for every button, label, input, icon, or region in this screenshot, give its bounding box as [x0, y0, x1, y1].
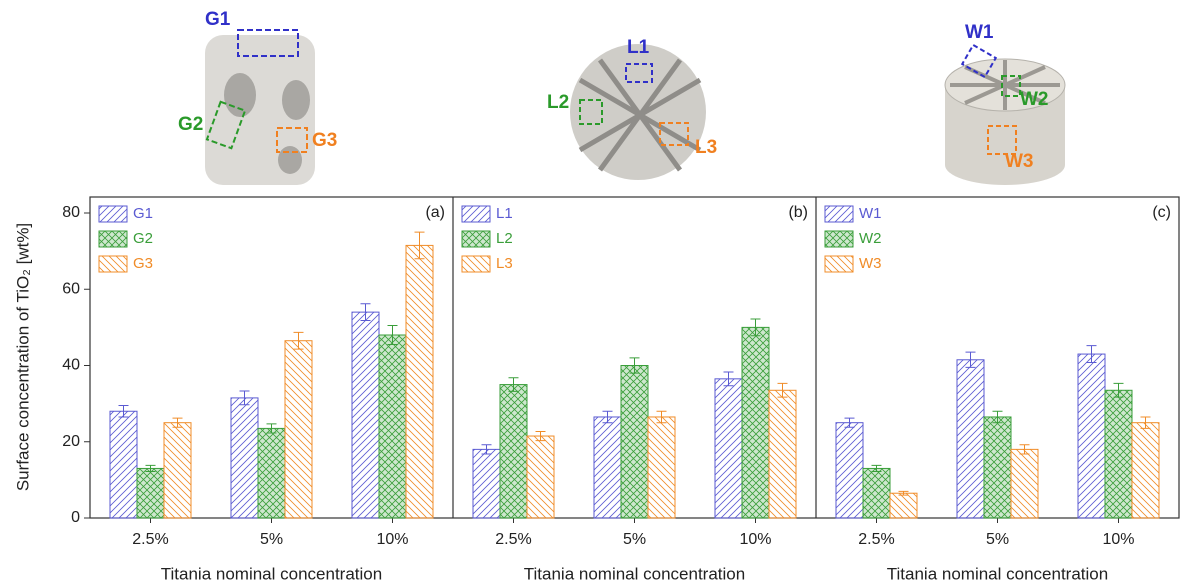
- legend-swatch: [462, 206, 490, 222]
- bar: [715, 379, 742, 518]
- legend-swatch: [99, 256, 127, 272]
- legend-label: L1: [496, 205, 513, 222]
- y-tick-label: 40: [62, 357, 80, 374]
- x-tick-label: 2.5%: [858, 531, 894, 548]
- bar: [500, 385, 527, 518]
- bar: [648, 417, 675, 518]
- bar: [1105, 390, 1132, 518]
- bar: [258, 428, 285, 518]
- x-axis-label: Titania nominal concentration: [524, 564, 745, 583]
- bar: [1011, 449, 1038, 518]
- legend-label: G3: [133, 255, 153, 272]
- legend-label: W3: [859, 255, 882, 272]
- image-label: G1: [205, 9, 231, 30]
- image-label: L2: [547, 92, 569, 113]
- image-label: G2: [178, 114, 203, 135]
- bar: [769, 390, 796, 518]
- y-tick-label: 0: [71, 509, 80, 526]
- figure: G1 G2 G3 L1 L2 L3 W1 W2 W3 Surface conce…: [0, 0, 1180, 585]
- image-label: W3: [1005, 151, 1034, 172]
- bar: [285, 341, 312, 518]
- hole: [282, 80, 310, 120]
- bar: [742, 327, 769, 518]
- legend-label: G2: [133, 230, 153, 247]
- y-axis-label: Surface concentration of TiO₂ [wt%]: [13, 223, 32, 491]
- image-label: W2: [1020, 89, 1049, 110]
- legend-swatch: [99, 231, 127, 247]
- legend-label: W2: [859, 230, 882, 247]
- image-label: G3: [312, 130, 337, 151]
- legend-swatch: [825, 206, 853, 222]
- y-tick-label: 20: [62, 433, 80, 450]
- legend-swatch: [825, 256, 853, 272]
- x-tick-label: 10%: [739, 531, 771, 548]
- bar: [836, 423, 863, 518]
- image-label: W1: [965, 22, 994, 43]
- bar: [1132, 423, 1159, 518]
- bar: [164, 423, 191, 518]
- bar: [352, 312, 379, 518]
- legend-label: L3: [496, 255, 513, 272]
- legend-swatch: [99, 206, 127, 222]
- bar: [406, 245, 433, 518]
- bar: [621, 366, 648, 519]
- bar: [1078, 354, 1105, 518]
- bar: [957, 360, 984, 518]
- bar: [890, 493, 917, 518]
- x-tick-label: 5%: [623, 531, 646, 548]
- bar: [594, 417, 621, 518]
- x-axis-label: Titania nominal concentration: [161, 564, 382, 583]
- bar: [379, 335, 406, 518]
- bar: [863, 468, 890, 518]
- panel-label: (a): [425, 204, 445, 221]
- x-tick-label: 2.5%: [495, 531, 531, 548]
- panel-label: (b): [788, 204, 808, 221]
- bar: [984, 417, 1011, 518]
- x-tick-label: 10%: [376, 531, 408, 548]
- hole: [224, 73, 256, 117]
- legend-swatch: [462, 231, 490, 247]
- legend-swatch: [825, 231, 853, 247]
- image-label: L3: [695, 137, 717, 158]
- bar: [527, 436, 554, 518]
- bar: [473, 449, 500, 518]
- x-tick-label: 5%: [260, 531, 283, 548]
- bar: [231, 398, 258, 518]
- legend-label: L2: [496, 230, 513, 247]
- bar: [137, 468, 164, 518]
- y-tick-label: 80: [62, 204, 80, 221]
- y-tick-label: 60: [62, 280, 80, 297]
- legend-label: W1: [859, 205, 882, 222]
- bar: [110, 411, 137, 518]
- legend-swatch: [462, 256, 490, 272]
- x-tick-label: 5%: [986, 531, 1009, 548]
- x-axis-label: Titania nominal concentration: [887, 564, 1108, 583]
- hole: [278, 146, 302, 174]
- x-tick-label: 2.5%: [132, 531, 168, 548]
- panel-label: (c): [1152, 204, 1171, 221]
- legend-label: G1: [133, 205, 153, 222]
- x-tick-label: 10%: [1102, 531, 1134, 548]
- image-label: L1: [627, 37, 650, 58]
